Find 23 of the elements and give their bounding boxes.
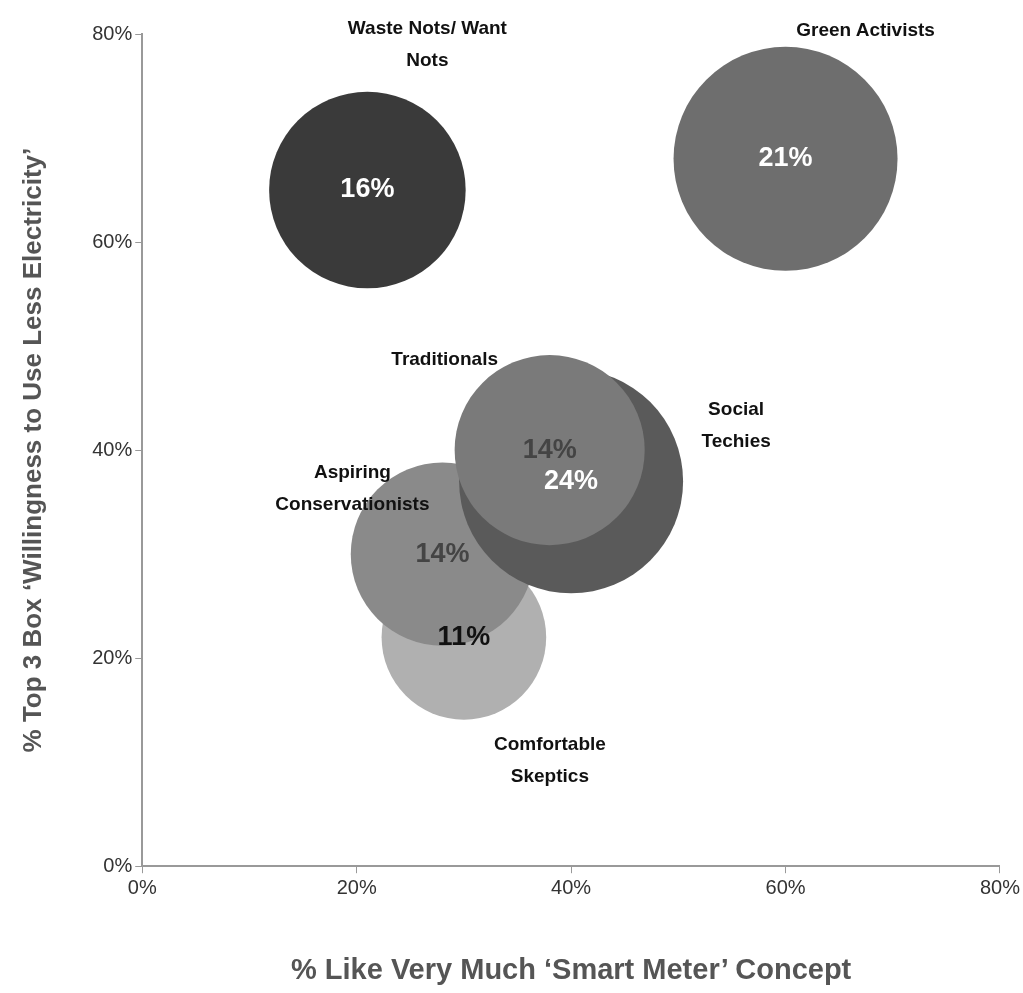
annotation: 21% [758, 142, 813, 173]
annotation: 16% [340, 173, 395, 204]
x-axis-title: % Like Very Much ‘Smart Meter’ Concept [290, 952, 852, 985]
annotation: 24% [544, 464, 599, 495]
x-tick-label: 60% [765, 875, 806, 898]
series-label: Comfortable Skeptics [493, 732, 606, 786]
series-label: Social Techies [701, 397, 771, 451]
y-tick-label: 0% [103, 853, 133, 876]
x-tick-label: 80% [979, 875, 1021, 898]
annotation: 11% [437, 620, 491, 651]
y-tick-label: 20% [92, 645, 133, 668]
x-tick-label: 40% [551, 875, 592, 898]
y-tick-label: 60% [92, 229, 133, 252]
y-tick-label: 80% [92, 21, 133, 44]
x-tick-label: 20% [336, 875, 377, 898]
series-label: Green Activists [796, 19, 935, 41]
series-label: Traditionals [391, 348, 498, 370]
series-label: Aspiring Conservationists [275, 461, 430, 515]
y-tick-label: 40% [92, 437, 133, 460]
y-axis-title: % Top 3 Box ‘Willingness to Use Less Electricity’ [16, 147, 47, 753]
x-tick-label: 0% [127, 875, 157, 898]
series-label: Waste Nots/ Want Nots [347, 17, 508, 71]
annotation: 14% [415, 537, 470, 568]
